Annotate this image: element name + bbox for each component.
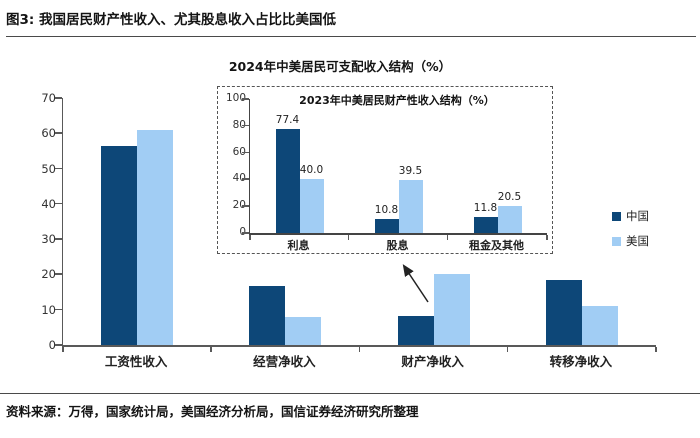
- bar-中国-租金及其他: 11.8: [473, 202, 498, 233]
- bar-美国-经营净收入: [285, 317, 322, 345]
- y-tick-label: 70: [41, 91, 56, 105]
- main-chart-y-axis: 0 10 20 30 40 50 60 70: [26, 91, 56, 352]
- x-category-label: 工资性收入: [104, 354, 168, 369]
- x-category-label: 财产净收入: [401, 354, 464, 369]
- y-tick-mark: [55, 344, 62, 346]
- bar-group-3: 11.8 20.5: [448, 99, 547, 233]
- x-category-label: 经营净收入: [253, 354, 316, 369]
- source-note: 资料来源：万得，国家统计局，美国经济分析局，国信证券经济研究所整理: [6, 404, 419, 419]
- y-tick-mark: [242, 232, 249, 234]
- y-tick-label: 30: [41, 232, 56, 247]
- bar-group-1: 77.4 40.0: [250, 99, 349, 233]
- y-tick-label: 10: [41, 302, 56, 317]
- bar-value-label: 10.8: [374, 204, 399, 216]
- y-tick-label: 20: [41, 267, 56, 282]
- bar-group-2: [211, 98, 359, 345]
- y-tick-label: 60: [41, 126, 56, 141]
- bar-value-label: 40.0: [299, 164, 324, 176]
- legend-label: 美国: [626, 234, 649, 248]
- x-tick-mark: [62, 347, 64, 352]
- main-chart-title: 2024年中美居民可支配收入结构（%）: [228, 59, 452, 74]
- figure-title: 图3: 我国居民财产性收入、尤其股息收入占比比美国低: [6, 8, 696, 37]
- inset-chart-y-axis: 020406080100: [220, 92, 246, 238]
- bar-中国-工资性收入: [101, 146, 138, 345]
- bar-value-label: 39.5: [398, 165, 423, 177]
- bar-group-3: [360, 98, 508, 345]
- legend-swatch-icon: [612, 211, 621, 221]
- legend-item-中国: 中国: [612, 208, 649, 224]
- bar-美国-利息: 40.0: [299, 164, 324, 233]
- y-tick-mark: [242, 124, 249, 127]
- bar-group-4: [508, 98, 656, 345]
- y-tick-mark: [55, 273, 62, 275]
- x-tick-mark: [546, 235, 548, 240]
- y-tick-label: 50: [41, 161, 56, 176]
- bar-美国-租金及其他: 20.5: [497, 191, 522, 233]
- y-tick-label: 80: [232, 118, 246, 131]
- bar-中国-转移净收入: [545, 280, 582, 345]
- main-chart-plot-area: [55, 97, 657, 352]
- x-category-label: 股息: [386, 239, 409, 252]
- bar-中国-利息: 77.4: [275, 114, 300, 233]
- y-tick-mark: [55, 132, 62, 134]
- x-tick-mark: [249, 235, 251, 240]
- bar-value-label: 11.8: [473, 202, 498, 214]
- y-tick-mark: [242, 151, 249, 154]
- y-tick-label: 20: [232, 199, 246, 212]
- x-tick-mark: [446, 235, 449, 240]
- y-tick-label: 40: [232, 172, 246, 185]
- y-tick-mark: [55, 97, 62, 99]
- y-tick-label: 0: [48, 338, 56, 352]
- bar-group-2: 10.8 39.5: [349, 99, 448, 233]
- bar-美国-工资性收入: [137, 130, 174, 345]
- x-category-label: 转移净收入: [549, 354, 613, 369]
- legend-label: 中国: [626, 209, 649, 223]
- y-tick-mark: [55, 202, 62, 205]
- bar-中国-经营净收入: [249, 286, 286, 345]
- callout-arrow-icon: [402, 264, 429, 303]
- x-tick-mark: [210, 347, 212, 352]
- x-category-label: 租金及其他: [469, 239, 524, 252]
- y-tick-mark: [242, 178, 249, 180]
- inset-chart-plot-area: 77.4 40.0 10.8 39.5 11.8 20.5: [242, 98, 548, 240]
- inset-chart: 2023年中美居民财产性收入结构（%） 020406080100 77.440.…: [217, 86, 553, 254]
- inset-chart-x-axis-labels: 利息 股息 租金及其他: [249, 237, 546, 253]
- bar-group-1: [63, 98, 211, 345]
- bar-value-label: 20.5: [497, 191, 522, 203]
- y-tick-mark: [55, 308, 62, 311]
- y-tick-mark: [55, 238, 62, 240]
- y-tick-mark: [55, 167, 62, 170]
- footer-divider: [0, 393, 700, 394]
- y-tick-mark: [242, 98, 249, 100]
- y-tick-label: 40: [41, 196, 56, 211]
- x-tick-mark: [506, 347, 509, 352]
- bar-美国-财产净收入: [433, 274, 470, 345]
- x-category-label: 利息: [287, 239, 310, 252]
- legend-item-美国: 美国: [612, 233, 649, 249]
- x-tick-mark: [655, 347, 657, 352]
- bar-value-label: 77.4: [275, 114, 300, 126]
- bar-中国-股息: 10.8: [374, 204, 399, 233]
- x-tick-mark: [358, 347, 360, 352]
- bar-中国-财产净收入: [397, 316, 434, 345]
- main-chart-x-axis-labels: 工资性收入 经营净收入 财产净收入 转移净收入: [62, 351, 655, 370]
- y-tick-mark: [242, 205, 249, 207]
- bar-美国-股息: 39.5: [398, 165, 423, 233]
- legend-swatch-icon: [612, 236, 621, 246]
- legend: 中国 美国: [612, 208, 649, 258]
- y-tick-label: 100: [225, 92, 246, 104]
- y-tick-label: 60: [232, 145, 246, 158]
- inset-chart-title: 2023年中美居民财产性收入结构（%）: [299, 94, 495, 107]
- x-tick-mark: [347, 235, 350, 240]
- bar-美国-转移净收入: [581, 306, 618, 345]
